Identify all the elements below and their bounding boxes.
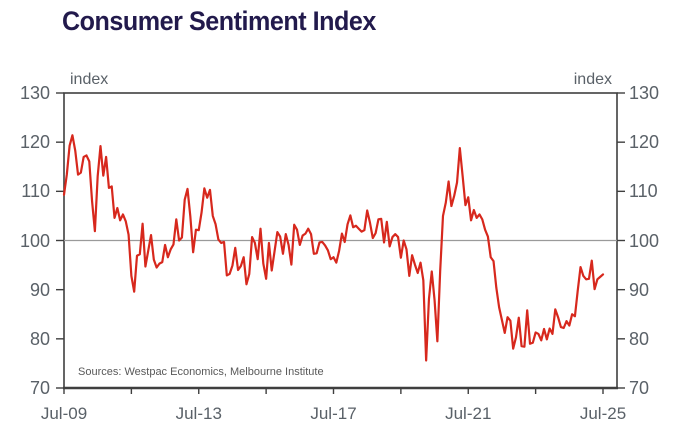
y-axis-tick-label: 100 bbox=[629, 230, 660, 251]
y-axis-tick-label: 110 bbox=[629, 181, 658, 202]
x-axis-tick-label: Jul-21 bbox=[445, 404, 492, 423]
axis-unit-label-left: index bbox=[70, 71, 109, 88]
y-axis-tick-label: 110 bbox=[21, 181, 50, 202]
x-axis-tick-label: Jul-09 bbox=[40, 404, 88, 423]
y-axis-tick-label: 120 bbox=[629, 132, 660, 153]
x-axis-tick-label: Jul-13 bbox=[175, 404, 222, 423]
page-title: Consumer Sentiment Index bbox=[62, 6, 376, 36]
y-axis-tick-label: 80 bbox=[29, 328, 50, 349]
y-axis-tick-label: 130 bbox=[629, 83, 660, 103]
y-axis-tick-label: 80 bbox=[629, 328, 650, 349]
y-axis-tick-label: 100 bbox=[19, 230, 50, 251]
y-axis-tick-label: 70 bbox=[29, 378, 50, 398]
y-axis-tick-label: 90 bbox=[29, 279, 50, 300]
x-axis-tick-label: Jul-17 bbox=[310, 404, 357, 423]
x-axis-tick-label: Jul-25 bbox=[579, 404, 627, 423]
axis-unit-label-right: index bbox=[573, 71, 612, 88]
axis-tick-marks bbox=[56, 92, 625, 394]
y-axis-tick-label: 130 bbox=[19, 83, 50, 103]
sentiment-line-series bbox=[62, 134, 605, 362]
y-axis-tick-label: 90 bbox=[629, 279, 650, 300]
source-note: Sources: Westpac Economics, Melbourne In… bbox=[78, 366, 324, 378]
y-axis-tick-label: 120 bbox=[19, 132, 50, 153]
y-axis-tick-label: 70 bbox=[629, 378, 650, 398]
